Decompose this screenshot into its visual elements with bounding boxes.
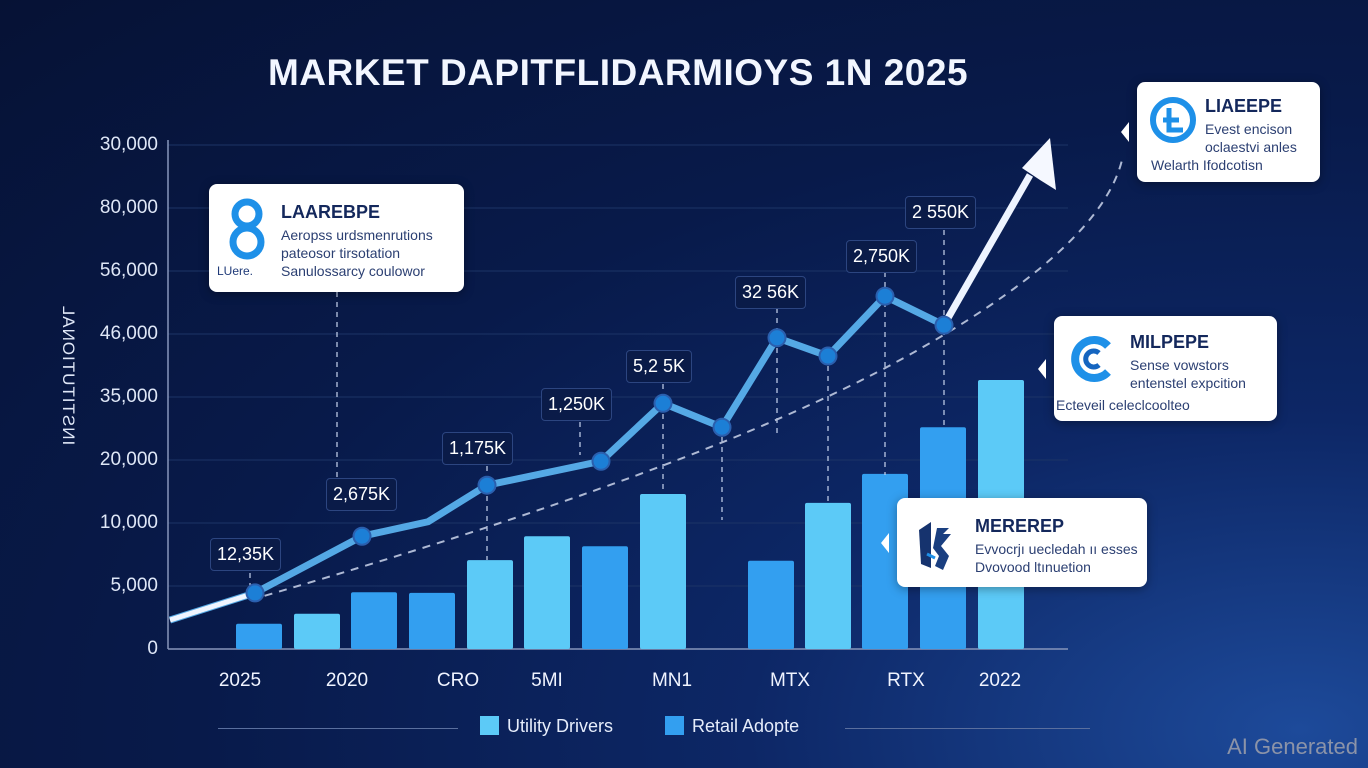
y-tick-label: 0 bbox=[147, 638, 158, 659]
callout-line: Sense vowstors bbox=[1130, 357, 1229, 373]
data-label: 2,675K bbox=[326, 478, 398, 511]
y-tick-label: 56,000 bbox=[99, 260, 158, 281]
callout-title: MEREREP bbox=[975, 516, 1065, 536]
y-axis-label: INSTITUTIONAL bbox=[59, 304, 78, 446]
growth-arrow-shaft bbox=[940, 173, 1034, 327]
callout-4: MEREREP Evvocrjı uecledah ıı esses Dvovo… bbox=[897, 498, 1147, 587]
data-point bbox=[653, 393, 673, 413]
data-point bbox=[712, 417, 732, 437]
x-tick-label: MN1 bbox=[651, 670, 693, 691]
bar bbox=[582, 546, 628, 649]
data-label: 5,2 5K bbox=[626, 350, 693, 383]
callout-line: entenstel expcition bbox=[1130, 375, 1246, 391]
y-tick-label: 5,000 bbox=[110, 575, 158, 596]
callout-line: Evest encison bbox=[1205, 121, 1293, 137]
figure-eight-logo-icon bbox=[229, 198, 265, 260]
data-label: 32 56K bbox=[735, 276, 807, 309]
bar bbox=[524, 536, 570, 649]
y-tick-label: 35,000 bbox=[99, 386, 158, 407]
callout-title: LIAEEPE bbox=[1205, 96, 1283, 116]
callout-icon-caption: LUere. bbox=[217, 264, 254, 278]
y-tick-label: 46,000 bbox=[99, 323, 158, 344]
data-point bbox=[875, 286, 895, 306]
data-point bbox=[477, 475, 497, 495]
x-tick-label: RTX bbox=[887, 670, 925, 691]
callout-3: MILPEPE Sense vowstors entenstel expciti… bbox=[1054, 316, 1277, 421]
callout-line: Sanulossarcy coulowor bbox=[281, 263, 425, 279]
bar bbox=[409, 592, 455, 649]
data-point bbox=[591, 451, 611, 471]
legend-label: Utility Drivers bbox=[507, 716, 613, 736]
data-point bbox=[245, 583, 265, 603]
trend-line bbox=[249, 159, 1123, 601]
watermark: AI Generated bbox=[1227, 734, 1358, 759]
bar bbox=[294, 613, 340, 649]
y-tick-label: 20,000 bbox=[99, 449, 158, 470]
callout-line: Ecteveil celeclcoolteo bbox=[1056, 397, 1190, 413]
callout-line: Welarth Ifodcotisn bbox=[1151, 157, 1263, 173]
legend-divider bbox=[218, 728, 458, 729]
y-tick-label: 80,000 bbox=[99, 197, 158, 218]
data-label: 12,35K bbox=[210, 538, 282, 571]
callout-line: pateosor tirsotation bbox=[281, 245, 401, 261]
legend-item-utility-drivers: Utility Drivers bbox=[480, 716, 613, 737]
legend-divider bbox=[845, 728, 1090, 729]
legend-swatch bbox=[480, 716, 499, 735]
series-line-start bbox=[169, 590, 256, 623]
data-point bbox=[352, 526, 372, 546]
callout-line: oclaestvi anles bbox=[1205, 139, 1297, 155]
legend-item-retail-adopte: Retail Adopte bbox=[665, 716, 799, 737]
series-line bbox=[168, 292, 946, 624]
data-point bbox=[934, 315, 954, 335]
bar bbox=[351, 592, 397, 649]
data-point bbox=[818, 346, 838, 366]
chart-title: MARKET DAPITFLIDARMIOYS 1N 2025 bbox=[267, 52, 969, 93]
y-tick-label: 30,000 bbox=[99, 134, 158, 155]
abstract-figure-icon bbox=[919, 522, 951, 570]
data-label: 2,750K bbox=[846, 240, 918, 273]
bar bbox=[236, 623, 282, 649]
x-tick-label: MTX bbox=[769, 670, 811, 691]
callout-1: LUere. LAAREBPE Aeropss urdsmenrutions p… bbox=[209, 184, 464, 292]
data-label: 2 550K bbox=[905, 196, 977, 229]
data-point bbox=[767, 328, 787, 348]
legend-swatch bbox=[665, 716, 684, 735]
bar bbox=[805, 502, 851, 649]
x-tick-label: CRO bbox=[436, 670, 480, 691]
growth-arrow-head bbox=[1022, 138, 1056, 190]
callout-line: Dvovood ltınuetion bbox=[975, 559, 1091, 575]
callout-title: LAAREBPE bbox=[281, 202, 381, 222]
data-label: 1,250K bbox=[541, 388, 613, 421]
bar bbox=[748, 560, 794, 649]
callout-2: LIAEEPE Evest encison oclaestvi anles We… bbox=[1137, 82, 1320, 182]
bar bbox=[467, 560, 513, 649]
bar bbox=[640, 494, 686, 649]
x-tick-label: 5MI bbox=[531, 670, 563, 691]
callout-line: Aeropss urdsmenrutions bbox=[281, 227, 433, 243]
x-tick-label: 2022 bbox=[978, 670, 1022, 691]
data-label: 1,175K bbox=[442, 432, 514, 465]
x-tick-label: 2020 bbox=[325, 670, 369, 691]
callout-title: MILPEPE bbox=[1130, 332, 1210, 352]
c-logo-icon bbox=[1071, 336, 1111, 382]
circle-l-logo-icon bbox=[1150, 97, 1196, 143]
x-tick-label: 2025 bbox=[218, 670, 262, 691]
legend-label: Retail Adopte bbox=[692, 716, 800, 736]
y-tick-label: 10,000 bbox=[99, 512, 158, 533]
callout-line: Evvocrjı uecledah ıı esses bbox=[975, 541, 1138, 557]
